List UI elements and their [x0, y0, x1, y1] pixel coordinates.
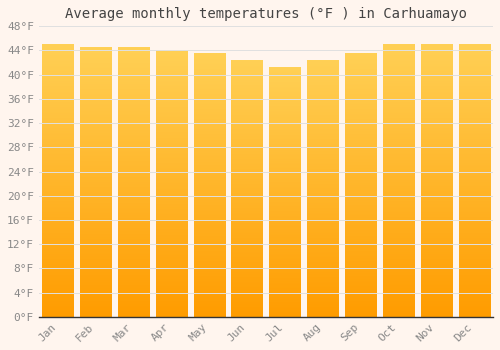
Title: Average monthly temperatures (°F ) in Carhuamayo: Average monthly temperatures (°F ) in Ca…	[65, 7, 467, 21]
